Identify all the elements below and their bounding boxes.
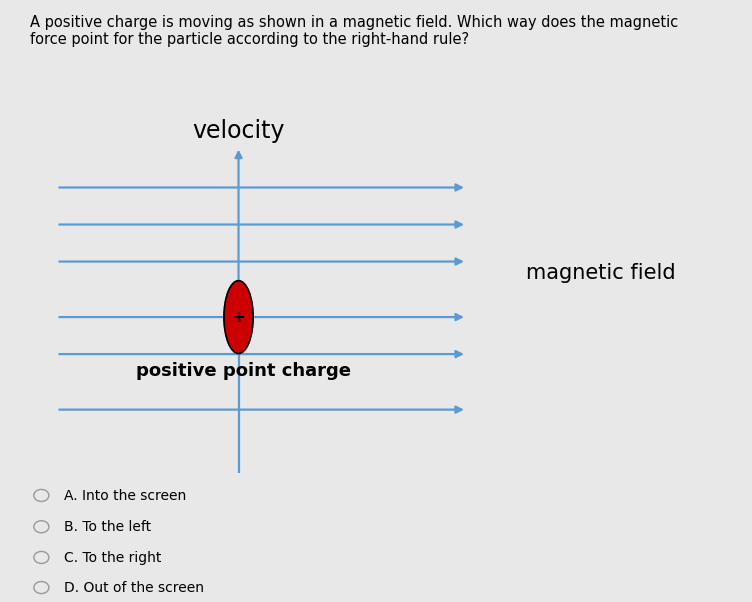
Text: C. To the right: C. To the right [64,551,161,565]
Text: D. Out of the screen: D. Out of the screen [64,581,204,595]
Ellipse shape [224,281,253,353]
Text: positive point charge: positive point charge [136,361,351,379]
Text: A positive charge is moving as shown in a magnetic field. Which way does the mag: A positive charge is moving as shown in … [30,15,678,48]
Text: +: + [232,309,245,324]
Text: B. To the left: B. To the left [64,520,151,534]
Text: velocity: velocity [193,119,285,143]
Text: magnetic field: magnetic field [526,262,676,283]
Text: A. Into the screen: A. Into the screen [64,489,186,503]
